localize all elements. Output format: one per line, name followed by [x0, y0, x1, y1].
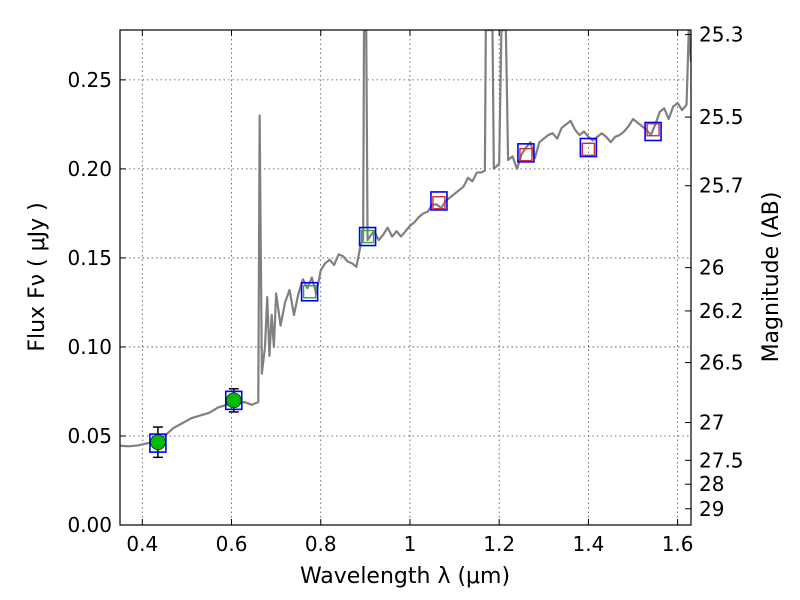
observed-point	[150, 434, 166, 451]
x-tick-label: 0.6	[216, 532, 248, 556]
inner-box	[581, 142, 596, 156]
inner-box	[302, 285, 317, 299]
inner-box	[519, 147, 533, 162]
inner-box	[360, 229, 375, 244]
x-tick-label: 0.4	[126, 532, 158, 556]
mag-tick-label: 28	[699, 472, 724, 496]
inner-box	[432, 196, 446, 210]
points-layer	[149, 121, 662, 459]
model-box	[224, 390, 243, 411]
spectrum-line	[120, 30, 691, 448]
model-box	[358, 226, 377, 247]
mag-tick-label: 27.5	[699, 448, 744, 472]
x-tick-label: 1.4	[572, 532, 604, 556]
mag-tick-label: 27	[699, 411, 724, 435]
model-box	[300, 281, 319, 302]
y-tick-label: 0.15	[67, 246, 112, 270]
model-box	[579, 137, 598, 158]
model-box	[430, 191, 448, 211]
mag-tick-label: 26.2	[699, 299, 744, 323]
model-box	[644, 121, 662, 142]
mag-tick-label: 29	[699, 497, 724, 521]
observed-point	[225, 392, 242, 409]
x-tick-label: 0.8	[305, 532, 337, 556]
model-box	[149, 433, 167, 453]
spectrum-layer	[120, 30, 691, 448]
ticks-layer: 0.4 0.6 0.8 1 1.2 1.4 1.6 0.00 0.05 0.10 0.15 0.20 0…	[67, 23, 743, 556]
mag-tick-label: 25.7	[699, 174, 744, 198]
inner-box	[646, 123, 660, 137]
y-tick-label: 0.05	[67, 424, 112, 448]
y-tick-label: 0.20	[67, 157, 112, 181]
mag-tick-label: 26	[699, 256, 724, 280]
model-box	[517, 143, 535, 163]
mag-tick-label: 26.5	[699, 351, 744, 375]
x-tick-label: 1.2	[483, 532, 515, 556]
y-tick-label: 0.10	[67, 335, 112, 359]
x-axis-label: Wavelength λ (μm)	[300, 564, 510, 589]
x-tick-label: 1	[404, 532, 417, 556]
plot-frame	[119, 29, 692, 526]
mag-tick-label: 25.5	[699, 105, 744, 129]
mag-tick-label: 25.3	[699, 23, 744, 47]
y2-axis-label: Magnitude (AB)	[759, 192, 784, 363]
x-tick-label: 1.6	[662, 532, 694, 556]
y-tick-label: 0.25	[67, 68, 112, 92]
y-tick-label: 0.00	[67, 513, 112, 537]
y-axis-label: Flux Fν ( μJy )	[25, 202, 50, 351]
